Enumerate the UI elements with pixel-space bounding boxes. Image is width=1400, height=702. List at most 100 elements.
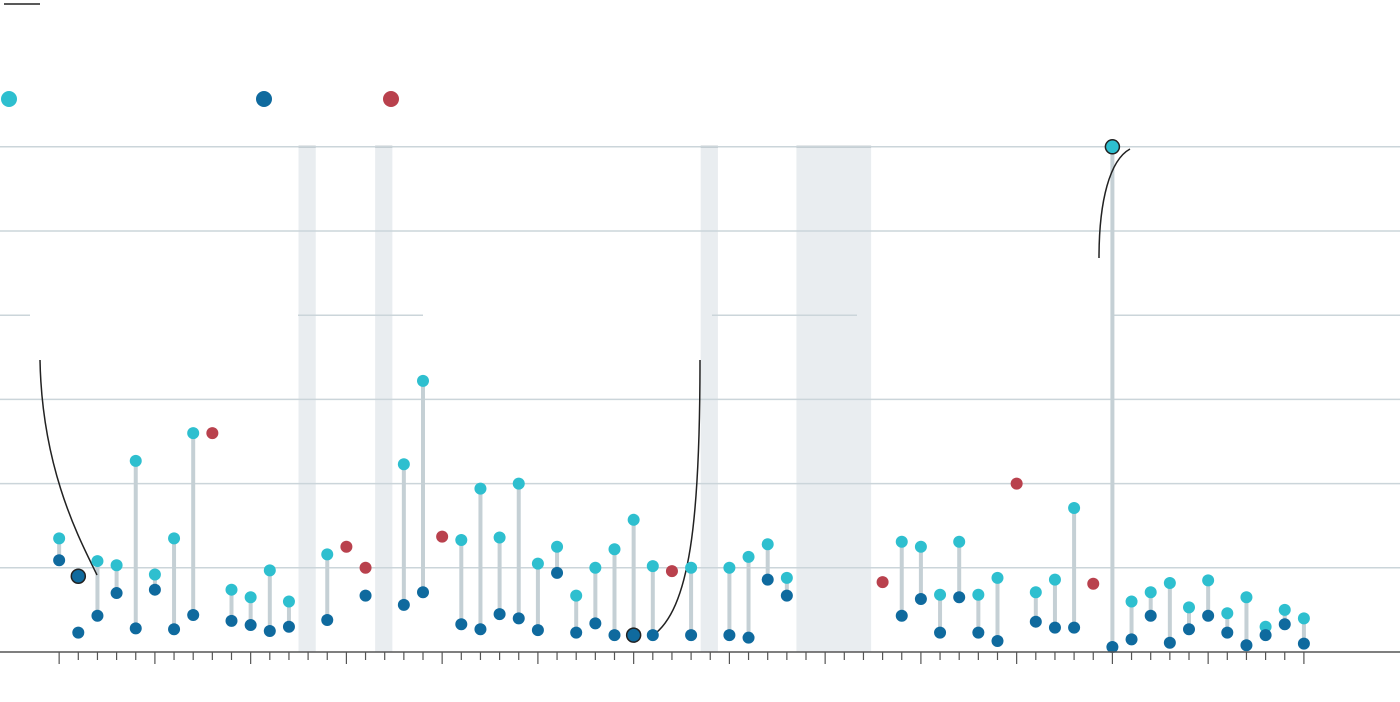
point-low: [780, 589, 793, 602]
callout-lines: [39, 148, 1131, 637]
dumbbell-connectors: [57, 146, 1306, 647]
grid-lines: [0, 146, 1400, 569]
point-low: [187, 608, 200, 621]
point-low: [1202, 609, 1215, 622]
point-low: [589, 617, 602, 630]
point-high: [1202, 574, 1215, 587]
point-high: [455, 534, 468, 547]
point-low: [972, 626, 985, 639]
point-high: [570, 589, 583, 602]
point-low: [148, 583, 161, 596]
point-low: [1144, 609, 1157, 622]
point-high: [685, 561, 698, 574]
callout-line: [651, 359, 701, 637]
point-single: [340, 540, 353, 553]
point-low: [474, 623, 487, 636]
point-single: [876, 576, 889, 589]
point-high: [895, 535, 908, 548]
point-high: [110, 559, 123, 572]
point-low: [1259, 629, 1272, 642]
point-low: [168, 623, 181, 636]
point-low: [646, 629, 659, 642]
point-high: [991, 571, 1004, 584]
point-low: [934, 626, 947, 639]
point-high: [608, 543, 621, 556]
point-low: [263, 624, 276, 637]
point-high: [1297, 612, 1310, 625]
point-high: [1068, 502, 1081, 515]
point-low: [110, 587, 123, 600]
point-low: [1068, 621, 1081, 634]
point-high: [148, 568, 161, 581]
point-low: [742, 631, 755, 644]
point-high: [1163, 576, 1176, 589]
legend: [1, 91, 399, 107]
point-high: [551, 540, 564, 553]
point-low: [282, 620, 295, 633]
legend-marker-high: [1, 91, 17, 107]
point-single: [665, 565, 678, 578]
point-low: [493, 608, 506, 621]
highlight-point-low: [70, 568, 87, 584]
point-high: [282, 595, 295, 608]
point-high: [1259, 620, 1272, 633]
point-high: [474, 482, 487, 495]
point-low: [512, 612, 525, 625]
point-high: [321, 548, 334, 561]
point-high: [953, 535, 966, 548]
point-low: [72, 626, 85, 639]
point-high: [512, 477, 525, 490]
point-low: [953, 591, 966, 604]
callout-line: [1098, 148, 1131, 259]
legend-marker-single: [383, 91, 399, 107]
point-low: [1297, 637, 1310, 650]
point-high: [934, 588, 947, 601]
point-low: [1221, 626, 1234, 639]
point-low: [608, 629, 621, 642]
point-high: [129, 454, 142, 467]
point-high: [1221, 607, 1234, 620]
point-high: [493, 531, 506, 544]
point-low: [1048, 621, 1061, 634]
point-high: [531, 557, 544, 570]
point-low: [723, 629, 736, 642]
point-low: [1106, 640, 1119, 653]
point-high: [91, 555, 104, 568]
point-single: [206, 427, 219, 440]
point-high: [1125, 595, 1138, 608]
point-high: [263, 564, 276, 577]
point-single: [359, 561, 372, 574]
point-single: [1010, 477, 1023, 490]
highlight-point-high: [1104, 139, 1121, 155]
x-axis: [0, 651, 1400, 664]
data-points: [53, 139, 1310, 653]
point-low: [1278, 618, 1291, 631]
point-low: [1240, 639, 1253, 652]
point-single: [436, 530, 449, 543]
point-high: [972, 588, 985, 601]
point-high: [168, 532, 181, 545]
point-low: [1163, 636, 1176, 649]
point-low: [244, 619, 257, 632]
point-high: [723, 561, 736, 574]
point-high: [1278, 603, 1291, 616]
point-high: [244, 591, 257, 604]
point-low: [531, 624, 544, 637]
point-low: [455, 618, 468, 631]
point-high: [780, 571, 793, 584]
point-high: [589, 561, 602, 574]
point-high: [53, 532, 66, 545]
point-high: [761, 538, 774, 551]
point-low: [570, 626, 583, 639]
point-low: [321, 614, 334, 627]
legend-marker-low: [256, 91, 272, 107]
point-high: [1048, 573, 1061, 586]
point-low: [1183, 623, 1195, 636]
point-low: [991, 635, 1004, 648]
point-low: [359, 589, 372, 602]
point-low: [129, 622, 142, 635]
point-low: [914, 592, 927, 605]
point-low: [91, 609, 104, 622]
point-high: [187, 427, 200, 440]
